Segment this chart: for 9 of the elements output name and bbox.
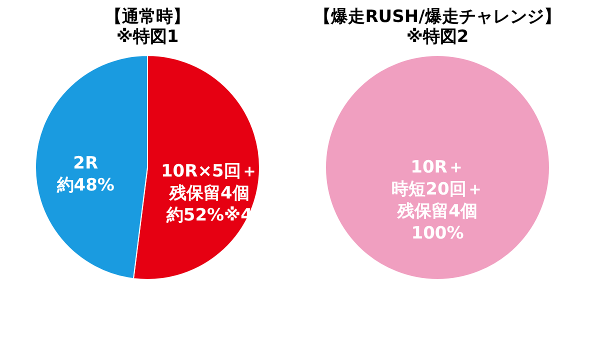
slice-label: 2R — [73, 154, 98, 174]
data-label: 100% — [411, 224, 464, 244]
chart-title: 【通常時】 — [105, 7, 190, 27]
chart-subtitle: ※特図1 — [116, 27, 179, 47]
data-label: 約48% — [56, 176, 114, 196]
slice-label: 10R×5回＋残保留4個 — [160, 161, 258, 204]
chart-subtitle: ※特図2 — [406, 27, 469, 47]
chart-title: 【爆走RUSH/爆走チャレンジ】 — [314, 7, 561, 27]
slice-label: 10R＋時短20回＋残保留4個 — [392, 158, 484, 222]
